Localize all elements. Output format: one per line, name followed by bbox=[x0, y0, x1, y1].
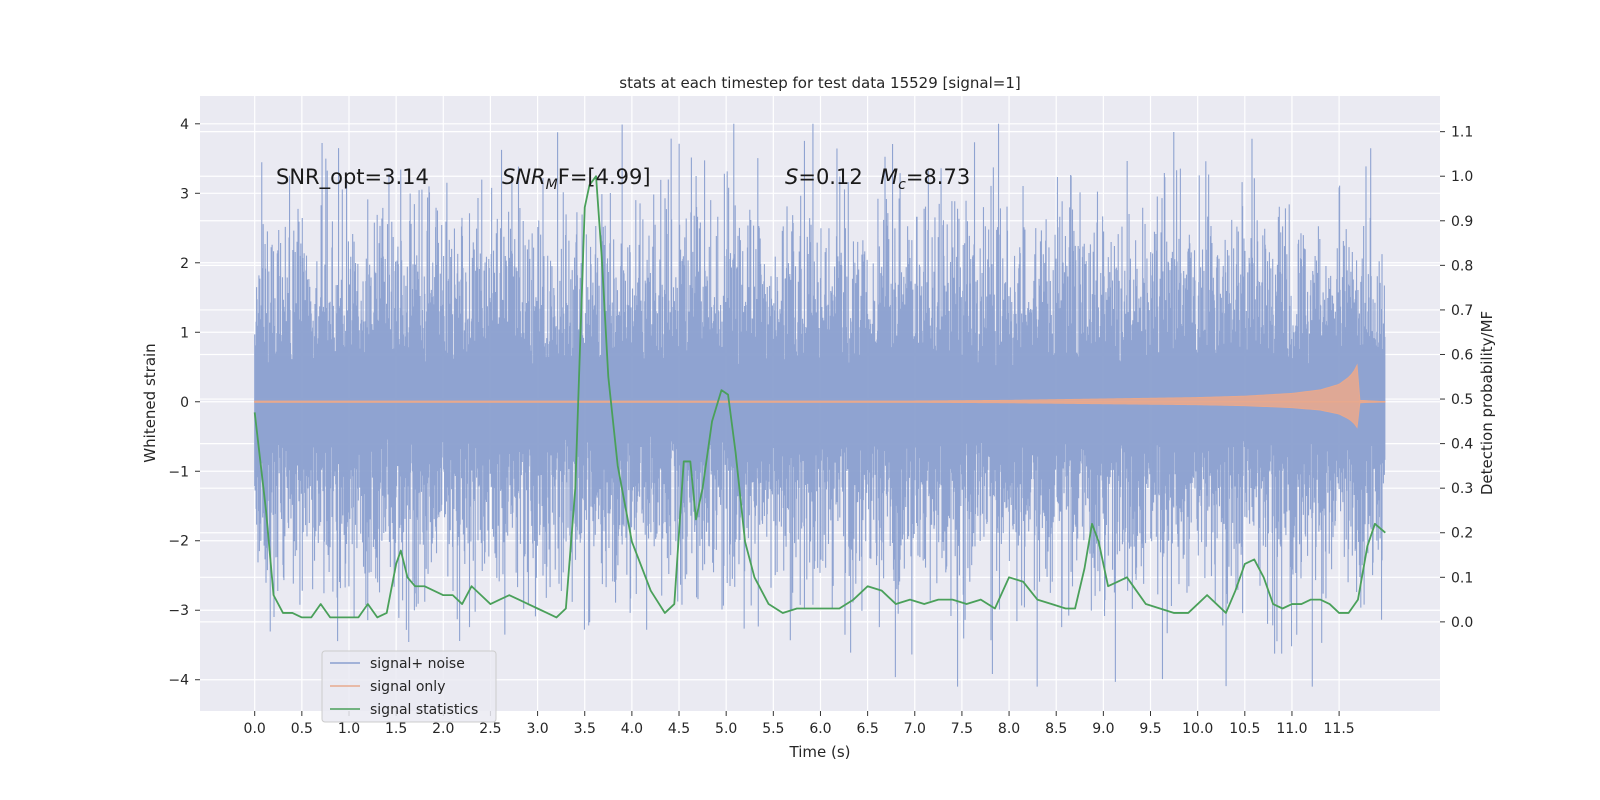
y2-tick-label: 0.4 bbox=[1451, 437, 1473, 453]
y-tick-label: 3 bbox=[180, 186, 189, 202]
y2-tick-label: 0.3 bbox=[1451, 481, 1473, 497]
x-tick-label: 1.0 bbox=[338, 721, 360, 737]
signal-statistics-series bbox=[253, 175, 1386, 619]
x-tick-label: 3.5 bbox=[574, 721, 596, 737]
signal-only-series bbox=[254, 363, 1386, 429]
y2-tick-label: 1.1 bbox=[1451, 125, 1473, 141]
x-tick-label: 5.5 bbox=[762, 721, 784, 737]
annotation-mc-var: M bbox=[880, 165, 898, 189]
x-axis-label: Time (s) bbox=[789, 743, 851, 761]
annotation-snr-mf: SNRMF=[4.99] bbox=[502, 165, 651, 193]
y2-tick-label: 0.2 bbox=[1451, 526, 1473, 542]
x-tick-label: 1.5 bbox=[385, 721, 407, 737]
y-tick-label: −1 bbox=[168, 464, 189, 480]
annotation-snr-mf-rest: F=[4.99] bbox=[558, 165, 651, 189]
legend-label-signal-only: signal only bbox=[370, 679, 445, 695]
legend-label-signal-noise: signal+ noise bbox=[370, 656, 465, 672]
x-axis-ticks: 0.0 0.5 1.0 1.5 2.0 2.5 3.0 3.5 4.0 4.5 5.0 5.5 6.0 6… bbox=[244, 711, 1355, 737]
signal-statistics-line bbox=[253, 175, 1386, 619]
y-tick-label: 0 bbox=[180, 395, 189, 411]
annotation-snr-opt: SNR_opt=3.14 bbox=[276, 165, 429, 190]
y-axis-ticks: −4 −3 −2 −1 0 1 2 3 4 bbox=[168, 117, 200, 689]
y2-tick-label: 0.0 bbox=[1451, 615, 1473, 631]
annotation-s-value: S=0.12 bbox=[785, 165, 863, 189]
x-tick-label: 0.0 bbox=[244, 721, 266, 737]
y2-tick-label: 0.8 bbox=[1451, 258, 1473, 274]
signal-noise-trace bbox=[254, 123, 1386, 687]
x-tick-label: 0.5 bbox=[291, 721, 313, 737]
y2-tick-label: 1.0 bbox=[1451, 169, 1473, 185]
legend-box bbox=[321, 650, 497, 723]
x-tick-label: 9.5 bbox=[1139, 721, 1161, 737]
annotation-s-rest: =0.12 bbox=[798, 165, 862, 189]
x-tick-label: 2.0 bbox=[432, 721, 454, 737]
y-tick-label: −2 bbox=[168, 534, 189, 550]
y2-tick-label: 0.9 bbox=[1451, 214, 1473, 230]
x-tick-label: 9.0 bbox=[1092, 721, 1114, 737]
annotation-mc-rest: =8.73 bbox=[906, 165, 970, 189]
y2-axis-label: Detection probability/MF bbox=[1478, 311, 1496, 495]
legend: signal+ noise signal only signal statist… bbox=[321, 650, 497, 723]
y-tick-label: 2 bbox=[180, 256, 189, 272]
x-tick-label: 10.0 bbox=[1182, 721, 1213, 737]
x-tick-label: 7.0 bbox=[904, 721, 926, 737]
annotation-snr-mf-sub: M bbox=[546, 177, 558, 193]
chart-title: stats at each timestep for test data 155… bbox=[619, 74, 1020, 92]
annotation-snr-mf-var: SNR bbox=[502, 165, 546, 189]
x-tick-label: 4.0 bbox=[621, 721, 643, 737]
x-tick-label: 3.0 bbox=[526, 721, 548, 737]
x-tick-label: 11.5 bbox=[1324, 721, 1355, 737]
y2-tick-label: 0.7 bbox=[1451, 303, 1473, 319]
signal-noise-series bbox=[254, 123, 1386, 687]
x-tick-label: 2.5 bbox=[479, 721, 501, 737]
y2-axis-ticks: 0.0 0.1 0.2 0.3 0.4 0.5 0.6 0.7 0.8 0.9 1.0 1.1 bbox=[1440, 125, 1473, 631]
x-tick-label: 4.5 bbox=[668, 721, 690, 737]
x-tick-label: 7.5 bbox=[951, 721, 973, 737]
y2-tick-label: 0.6 bbox=[1451, 347, 1473, 363]
y-tick-label: 1 bbox=[180, 325, 189, 341]
x-tick-label: 6.0 bbox=[809, 721, 831, 737]
y2-tick-label: 0.5 bbox=[1451, 392, 1473, 408]
x-tick-label: 10.5 bbox=[1229, 721, 1260, 737]
y-tick-label: −4 bbox=[168, 673, 189, 689]
annotation-s-var: S bbox=[785, 165, 798, 189]
y-tick-label: 4 bbox=[180, 117, 189, 133]
annotation-mc: Mc=8.73 bbox=[880, 165, 970, 193]
x-tick-label: 8.5 bbox=[1045, 721, 1067, 737]
x-tick-label: 8.0 bbox=[998, 721, 1020, 737]
y-tick-label: −3 bbox=[168, 603, 189, 619]
y2-tick-label: 0.1 bbox=[1451, 570, 1473, 586]
legend-label-signal-statistics: signal statistics bbox=[370, 702, 478, 718]
x-tick-label: 6.5 bbox=[856, 721, 878, 737]
annotation-mc-sub: c bbox=[898, 177, 906, 193]
y-axis-label: Whitened strain bbox=[141, 343, 159, 462]
x-tick-label: 11.0 bbox=[1276, 721, 1307, 737]
x-tick-label: 5.0 bbox=[715, 721, 737, 737]
